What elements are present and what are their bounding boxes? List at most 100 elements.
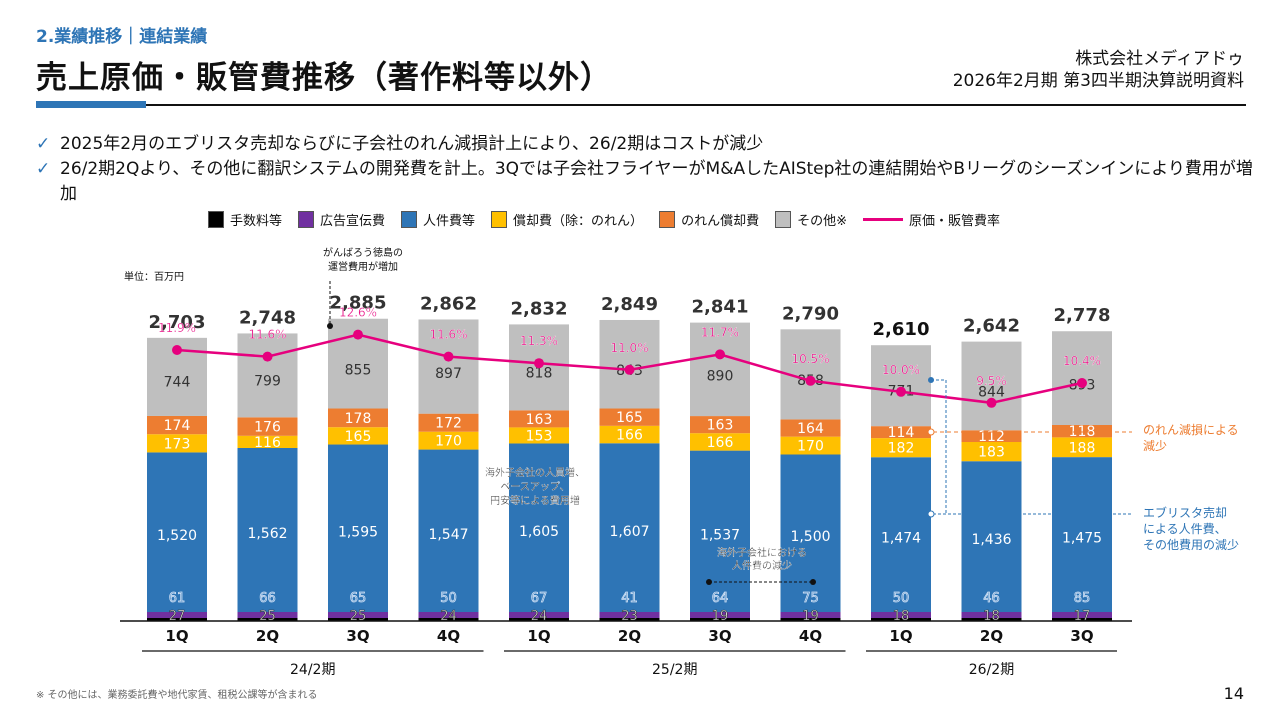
ratio-label: 11.0%: [610, 341, 648, 355]
data-label-depreciation: 153: [526, 428, 553, 444]
bar-segment-depreciation: [237, 435, 298, 448]
bullet-item: ✓ 2025年2月のエブリスタ売却ならびに子会社のれん減損計上により、26/2期は…: [36, 132, 1266, 157]
x-tick-label: 2Q: [618, 627, 641, 645]
ratio-label: 11.6%: [429, 328, 467, 342]
bar-segment-depreciation: [780, 436, 841, 455]
bar-segment-advertising: [147, 612, 207, 618]
bar-segment-other: [599, 319, 660, 409]
x-tick-label: 1Q: [527, 627, 550, 645]
data-label-goodwill: 174: [164, 418, 191, 434]
data-label-total: 2,748: [239, 307, 296, 328]
annotation-text-goodwill: 減少: [1143, 438, 1167, 453]
bullet-list: ✓ 2025年2月のエブリスタ売却ならびに子会社のれん減損計上により、26/2期は…: [36, 132, 1266, 207]
period-label: 25/2期: [652, 662, 697, 678]
annotation-text-everystar: による人件費、: [1143, 521, 1227, 536]
ratio-label: 11.6%: [248, 328, 286, 342]
data-label-goodwill: 176: [254, 420, 281, 436]
data-label-advertising: 66: [259, 591, 276, 606]
data-label-personnel: 1,474: [881, 530, 921, 546]
period-label: 24/2期: [290, 662, 335, 678]
data-label-total: 2,832: [511, 298, 568, 319]
annotation-text-everystar: その他費用の減少: [1143, 537, 1239, 552]
legend-item-ratio: 原価・販管費率: [862, 210, 1000, 229]
data-label-other: 890: [707, 369, 734, 385]
bar-segment-advertising: [871, 612, 931, 618]
data-label-advertising: 65: [350, 591, 367, 606]
page-title: 売上原価・販管費推移（著作料等以外）: [36, 60, 612, 96]
bar-segment-other: [237, 333, 298, 418]
bar-segment-advertising: [690, 612, 750, 618]
bar-segment-personnel: [961, 461, 1022, 612]
annotation-text: 海外子会社における: [717, 546, 807, 559]
x-tick-label: 3Q: [1070, 627, 1093, 645]
bar-segment-fees: [599, 618, 660, 621]
legend-item-other: その他※: [775, 210, 847, 229]
bullet-text: 2025年2月のエブリスタ売却ならびに子会社のれん減損計上により、26/2期はコ…: [60, 134, 764, 154]
bar-segment-advertising: [237, 612, 298, 618]
annotation-dot: [327, 323, 333, 329]
bar-segment-fees: [328, 618, 388, 621]
bar-segment-depreciation: [599, 425, 660, 444]
ratio-point: [986, 397, 997, 408]
annotation-text: 人件費の減少: [732, 559, 792, 572]
annotation-dot: [928, 377, 934, 383]
unit-label: 単位：百万円: [124, 272, 184, 283]
data-label-total: 2,703: [149, 312, 206, 333]
x-tick-label: 2Q: [256, 627, 279, 645]
ratio-label: 9.5%: [976, 374, 1007, 388]
data-label-advertising: 75: [802, 591, 819, 606]
bar-segment-personnel: [690, 450, 750, 612]
x-tick-label: 4Q: [437, 627, 460, 645]
data-label-goodwill: 178: [345, 411, 372, 427]
data-label-personnel: 1,436: [971, 532, 1011, 548]
data-label-depreciation: 170: [797, 439, 824, 455]
bar-segment-personnel: [509, 443, 569, 612]
bar-segment-goodwill: [871, 426, 931, 439]
annotation-dot: [927, 428, 935, 436]
annotation-text: 運営費用が増加: [328, 260, 398, 273]
bar-segment-depreciation: [418, 431, 479, 450]
data-label-personnel: 1,605: [519, 524, 559, 540]
data-label-total: 2,790: [782, 303, 839, 324]
ratio-point: [624, 364, 635, 375]
bar-segment-fees: [509, 618, 569, 621]
page-number: 14: [1223, 684, 1244, 703]
bar-segment-depreciation: [961, 442, 1022, 462]
company-info: 株式会社メディアドゥ 2026年2月期 第3四半期決算説明資料: [953, 48, 1244, 92]
annotation-text: 円安等による費用増: [490, 494, 580, 507]
bar-segment-fees: [147, 618, 207, 621]
data-label-total: 2,841: [692, 297, 749, 318]
section-label: 2.業績推移｜連結業績: [36, 27, 208, 47]
ratio-point: [896, 386, 906, 397]
bar-segment-advertising: [599, 612, 660, 618]
ratio-point: [262, 351, 273, 362]
bullet-item: ✓ 26/2期2Qより、その他に翻訳システムの開発費を計上。3Qでは子会社フライヤ…: [36, 157, 1266, 207]
bar-segment-depreciation: [871, 438, 931, 458]
data-label-advertising: 41: [621, 591, 638, 606]
ratio-label: 10.5%: [791, 352, 829, 366]
ratio-point: [172, 345, 182, 355]
data-label-goodwill: 164: [797, 421, 824, 437]
bar-segment-advertising: [1052, 612, 1112, 618]
bar-segment-personnel: [780, 454, 841, 612]
data-label-depreciation: 165: [345, 429, 372, 445]
bar-segment-personnel: [871, 457, 931, 612]
bar-segment-advertising: [418, 612, 479, 618]
bar-segment-fees: [690, 618, 750, 621]
data-label-other: 844: [978, 385, 1005, 401]
bar-segment-personnel: [237, 447, 298, 612]
title-rule: [36, 104, 1246, 106]
bar-segment-goodwill: [1052, 424, 1112, 438]
ratio-label: 11.7%: [701, 325, 739, 339]
legend-item-fees: 手数料等: [208, 210, 282, 229]
bar-segment-goodwill: [599, 408, 660, 426]
data-label-other: 799: [254, 373, 281, 389]
bar-segment-fees: [780, 618, 841, 621]
bar-segment-fees: [1052, 618, 1112, 621]
bar-segment-fees: [961, 618, 1022, 621]
legend-item-goodwill: のれん償却費: [659, 210, 759, 229]
bar-segment-other: [690, 322, 750, 417]
bar-segment-depreciation: [147, 434, 207, 453]
check-icon: ✓: [36, 134, 51, 154]
